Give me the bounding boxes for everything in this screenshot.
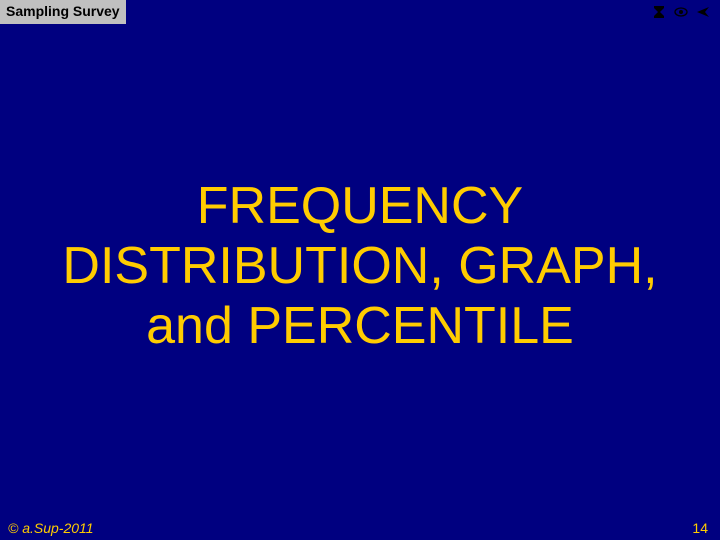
header-decoration [126,0,720,24]
page-number: 14 [692,520,708,536]
slide: Sampling Survey FREQUENCY DISTRIBUTION, … [0,0,720,540]
eye-icon [674,5,688,19]
header-title: Sampling Survey [0,0,126,24]
copyright-text: © a.Sup-2011 [8,520,94,536]
header-bar: Sampling Survey [0,0,720,24]
plane-icon [696,5,710,19]
main-area: FREQUENCY DISTRIBUTION, GRAPH, and PERCE… [0,24,720,510]
slide-title: FREQUENCY DISTRIBUTION, GRAPH, and PERCE… [24,177,696,356]
footer: © a.Sup-2011 14 [0,510,720,540]
hourglass-icon [652,5,666,19]
